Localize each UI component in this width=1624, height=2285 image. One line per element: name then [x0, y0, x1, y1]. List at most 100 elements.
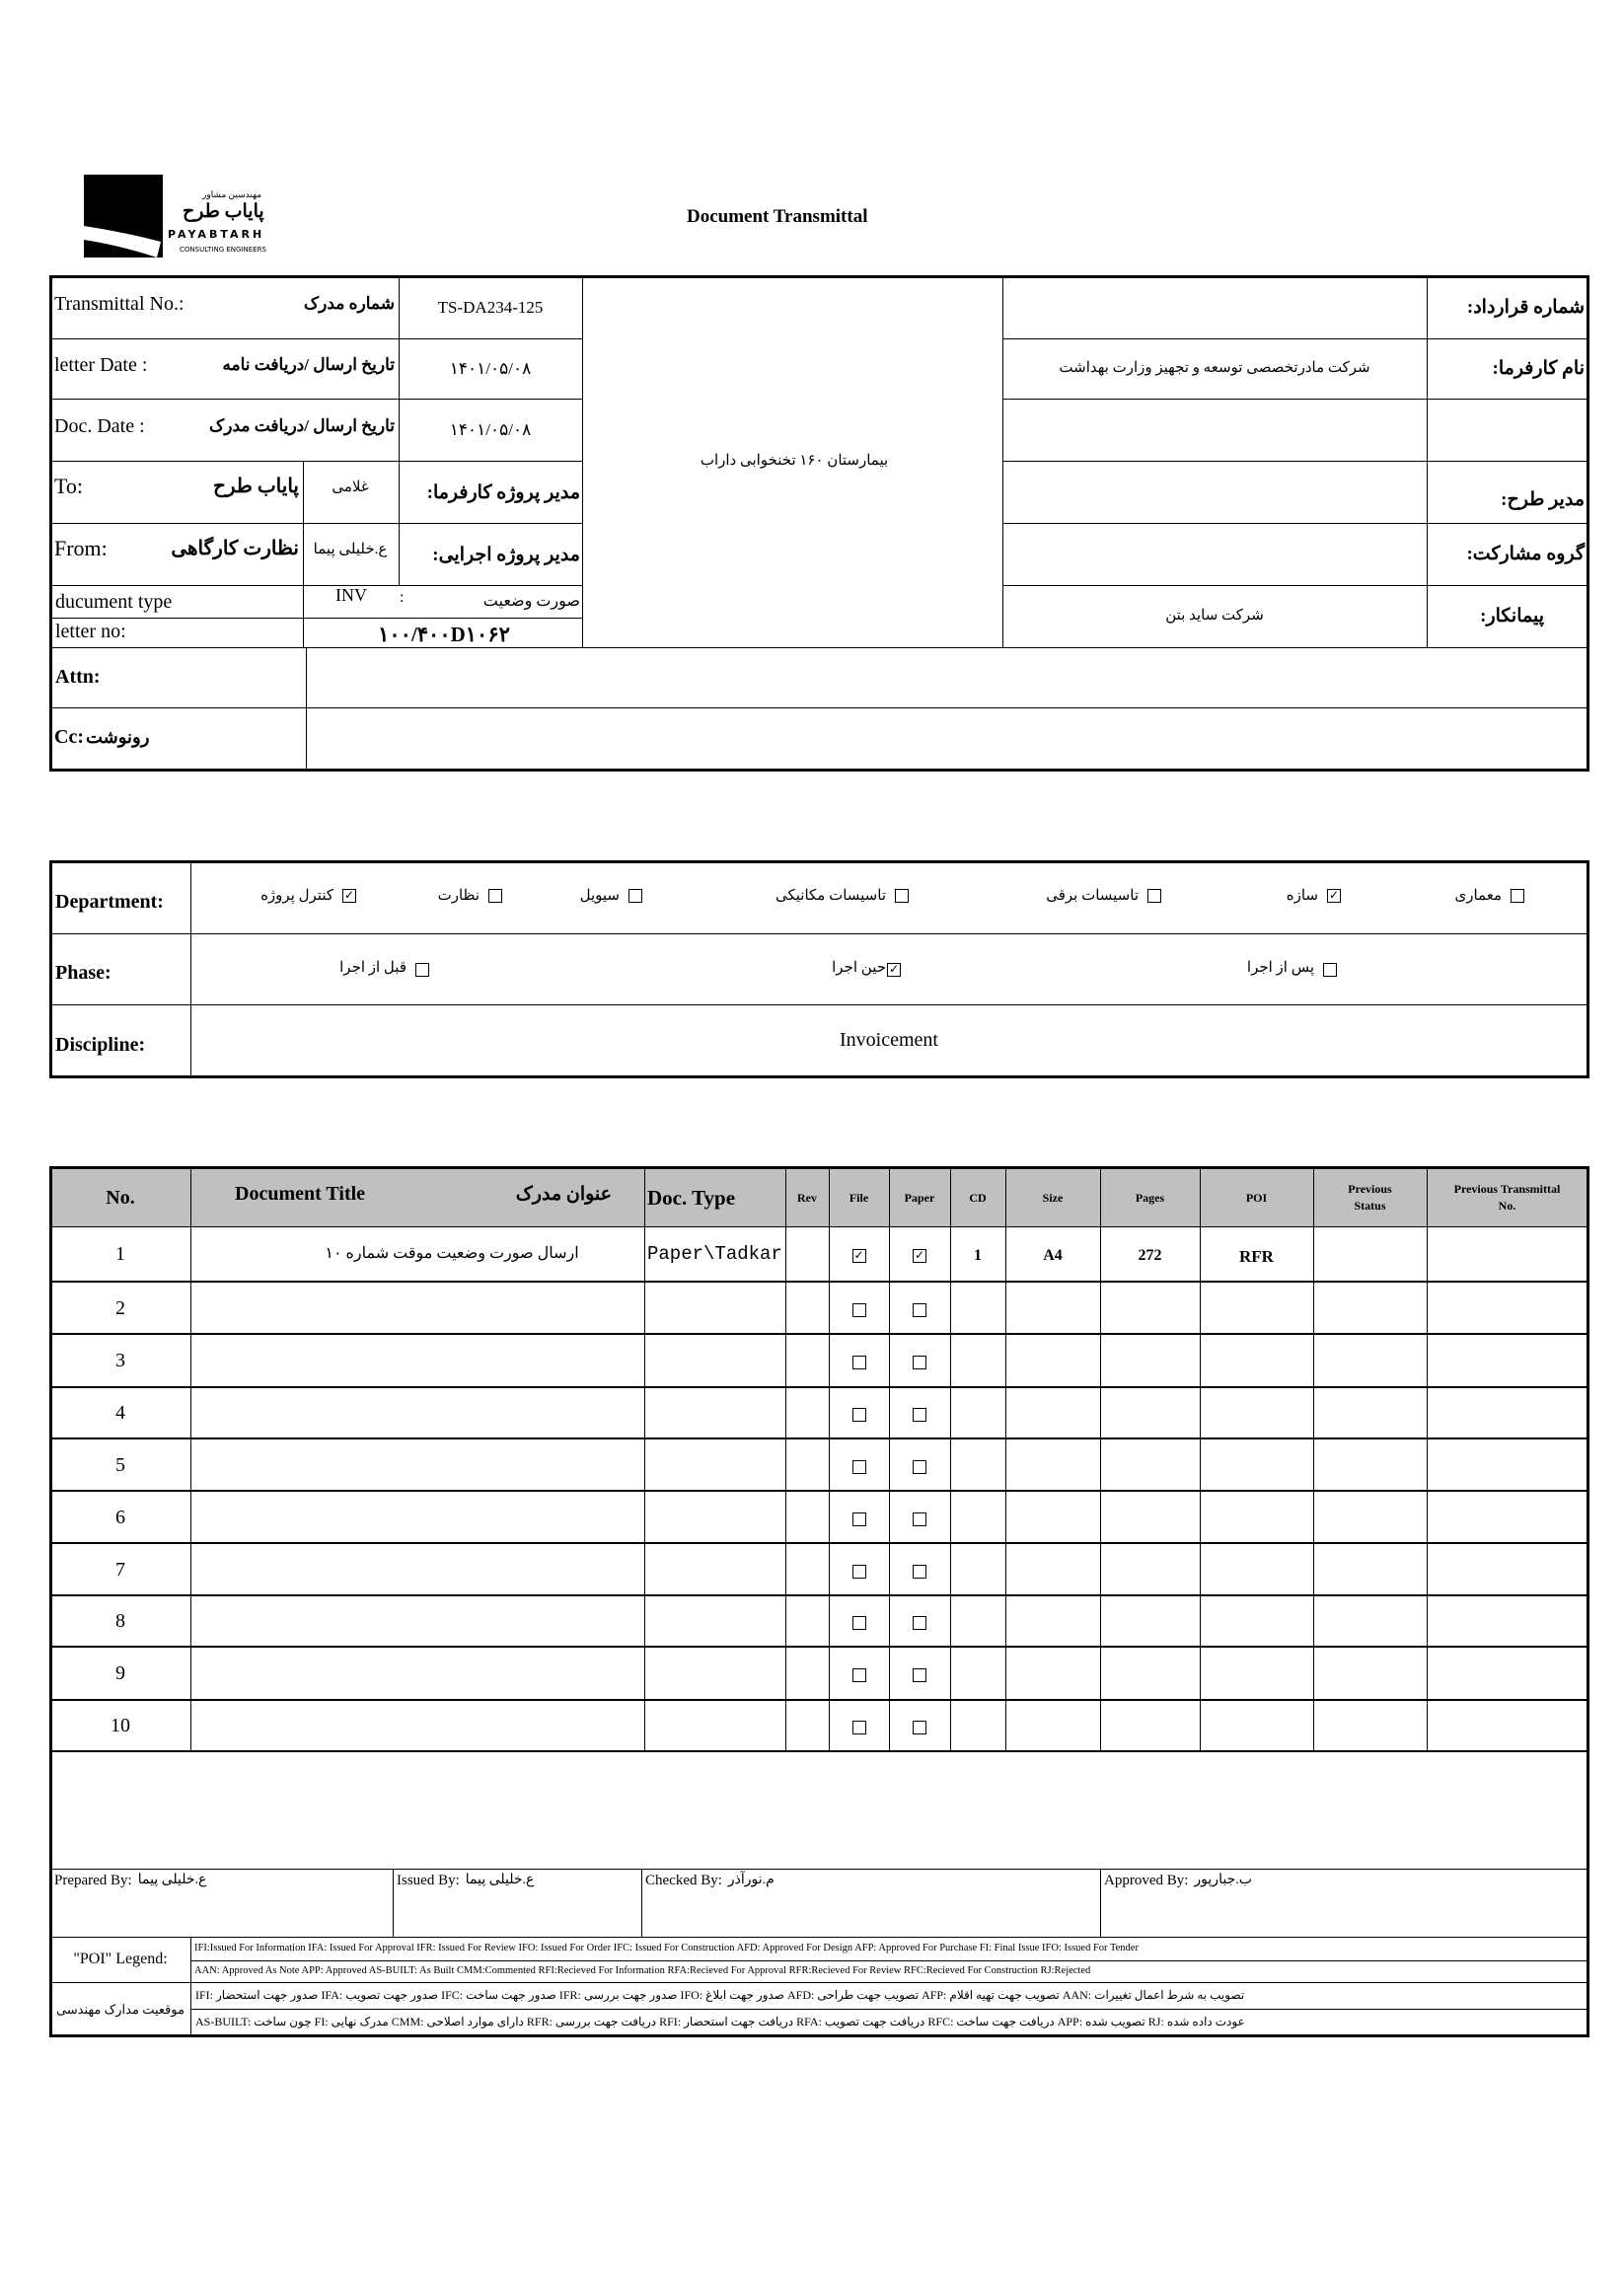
transmittal-label-row: Transmittal No.: شماره مدرک — [54, 290, 395, 318]
poi-legend-line-1: IFI:Issued For Information IFA: Issued F… — [194, 1942, 1139, 1953]
cell-cd — [950, 1595, 1006, 1648]
phase-checkbox[interactable] — [1323, 963, 1337, 977]
column-header-size — [1005, 1167, 1101, 1227]
cell-prev-no — [1427, 1282, 1588, 1335]
department-checkbox[interactable] — [488, 889, 502, 903]
cell-doc-type — [644, 1700, 786, 1752]
file-checkbox[interactable] — [851, 1356, 866, 1369]
page-count: 272 — [1138, 1247, 1162, 1264]
row-number: 3 — [115, 1350, 125, 1371]
cc-value-cell — [306, 707, 1588, 771]
cell-doc-type — [644, 1282, 786, 1335]
department-checkbox[interactable] — [895, 889, 909, 903]
file-checkbox[interactable] — [851, 1302, 866, 1317]
cell-size — [1005, 1491, 1101, 1544]
row-number: 10 — [111, 1715, 130, 1736]
cell-cd — [950, 1543, 1006, 1596]
department-checkbox[interactable]: ✓ — [1327, 888, 1341, 903]
file-checkbox[interactable] — [851, 1616, 866, 1630]
paper-checkbox[interactable] — [913, 1668, 926, 1682]
cell-pages — [1100, 1491, 1201, 1544]
cell-pages — [1100, 1334, 1201, 1388]
fa-legend-line-1: IFI: صدور جهت استحضار IFA: صدور جهت تصوی… — [195, 1988, 1245, 2002]
logo-subtitle-en: CONSULTING ENGINEERS — [180, 246, 266, 254]
file-checkbox[interactable] — [851, 1564, 866, 1579]
column-header-no-label: No. — [106, 1187, 135, 1209]
cell-title — [190, 1700, 645, 1752]
row-number: 5 — [115, 1453, 125, 1476]
cell-size — [1005, 1334, 1101, 1388]
paper-checkbox[interactable] — [913, 1302, 926, 1317]
to-label-row: To: پایاب طرح — [54, 473, 299, 500]
cell-cd — [950, 1282, 1006, 1335]
paper-checkbox[interactable]: ✓ — [913, 1248, 926, 1263]
department-checkbox[interactable] — [1511, 889, 1524, 903]
cell-cd — [950, 1647, 1006, 1701]
cell-title — [190, 1543, 645, 1596]
paper-checkbox[interactable] — [913, 1356, 926, 1369]
cell-doc-type — [644, 1438, 786, 1492]
column-header-file — [829, 1167, 890, 1227]
cell-prev-status — [1313, 1647, 1428, 1701]
cell-cd — [950, 1438, 1006, 1492]
department-checkbox[interactable]: ✓ — [342, 888, 356, 903]
phase-checkbox[interactable]: ✓ — [887, 962, 901, 977]
paper-checkbox[interactable] — [913, 1459, 926, 1474]
department-label: کنترل پروژه — [260, 887, 333, 904]
column-header-label: Size — [1042, 1191, 1064, 1205]
cell-size — [1005, 1700, 1101, 1752]
signature-label: Approved By: — [1104, 1872, 1189, 1888]
paper-checkbox[interactable] — [913, 1408, 926, 1422]
paper-checkbox[interactable] — [913, 1511, 926, 1526]
to-role: مدیر پروژه کارفرما: — [426, 482, 580, 503]
column-header-label: Previous Status — [1348, 1182, 1392, 1213]
right-row-label: نام کارفرما: — [1492, 358, 1585, 379]
file-checkbox[interactable] — [851, 1408, 866, 1422]
letter-no-label: letter no: — [55, 621, 126, 642]
file-checkbox[interactable] — [851, 1668, 866, 1682]
letter-date-label-en: letter Date : — [54, 353, 148, 376]
logo-name-en: PAYABTARH — [168, 228, 265, 241]
right-row-label: شماره قرارداد: — [1466, 297, 1585, 318]
cell-cd — [950, 1387, 1006, 1439]
cell-rev — [785, 1647, 830, 1701]
cell-prev-status — [1313, 1438, 1428, 1492]
paper-checkbox[interactable] — [913, 1564, 926, 1579]
file-checkbox[interactable]: ✓ — [851, 1248, 866, 1263]
signature-row: Approved By: ب.جبارپور — [1104, 1871, 1584, 1890]
signature-row: Prepared By: ع.خلیلی پیما — [54, 1871, 389, 1890]
cell-pages — [1100, 1438, 1201, 1492]
paper-checkbox[interactable] — [913, 1616, 926, 1630]
signature-row: Checked By: م.نورآذر — [645, 1871, 1096, 1890]
cc-label-row: Cc: رونوشت — [54, 724, 302, 750]
column-header-label: File — [849, 1191, 869, 1205]
poi-legend-line-2: AAN: Approved As Note APP: Approved AS-B… — [194, 1964, 1091, 1976]
cell-prev-status — [1313, 1226, 1428, 1283]
cell-rev — [785, 1282, 830, 1335]
cell-prev-no — [1427, 1226, 1588, 1283]
paper-checkbox[interactable] — [913, 1721, 926, 1734]
from-value: نظارت کارگاهی — [171, 537, 299, 559]
department-value-cell — [190, 861, 1588, 934]
row-number: 2 — [115, 1296, 125, 1319]
file-checkbox[interactable] — [851, 1721, 866, 1734]
cell-size — [1005, 1438, 1101, 1492]
row-number: 7 — [115, 1558, 125, 1581]
doc-type-separator: : — [400, 589, 405, 606]
column-header-title-en: Document Title — [235, 1183, 366, 1205]
file-checkbox[interactable] — [851, 1459, 866, 1474]
department-checkbox[interactable] — [628, 889, 642, 903]
department-label: سیویل — [579, 887, 620, 904]
blank-area — [50, 1751, 1588, 1870]
column-header-title-fa: عنوان مدرک — [515, 1183, 612, 1205]
column-header-paper — [889, 1167, 951, 1227]
cc-label-fa: رونوشت — [85, 727, 150, 747]
phase-checkbox[interactable] — [415, 963, 429, 977]
cell-poi — [1200, 1387, 1314, 1439]
cell-pages — [1100, 1595, 1201, 1648]
department-label: تاسیسات مکانیکی — [775, 887, 886, 904]
cell-size — [1005, 1647, 1101, 1701]
department-checkbox[interactable] — [1147, 889, 1161, 903]
file-checkbox[interactable] — [851, 1511, 866, 1526]
phase-label: پس از اجرا — [1246, 959, 1314, 976]
